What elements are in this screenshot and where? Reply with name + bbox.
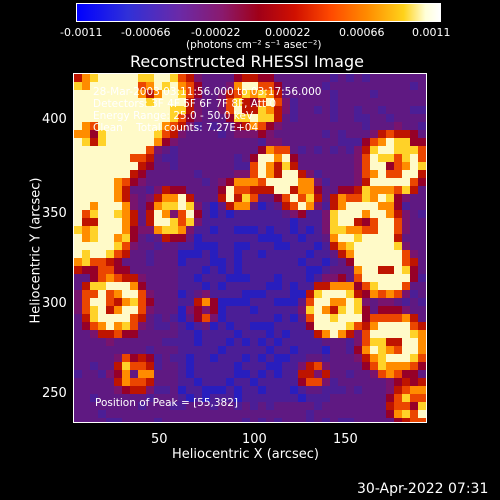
annotation-energy-range: Energy Range: 25.0 - 50.0 keV	[93, 110, 254, 122]
annotation-detectors: Detectors: 3F 4F 5F 6F 7F 8F, Att 0	[93, 98, 277, 110]
annotation-time-range: 28-Mar-2003 03:11:56.000 to 03:17:56.000	[93, 86, 322, 98]
x-tick-label: 150	[333, 432, 358, 447]
rhessi-image-plot	[73, 73, 427, 423]
colorbar	[76, 3, 441, 22]
annotation-peak-position: Position of Peak = [55,382]	[95, 397, 239, 409]
colorbar-tick-label: -0.00022	[191, 26, 241, 39]
colorbar-tick-label: 0.0011	[412, 26, 451, 39]
plot-timestamp: 30-Apr-2022 07:31	[357, 481, 489, 497]
y-axis-title: Heliocentric Y (arcsec)	[28, 177, 44, 324]
x-axis-title: Heliocentric X (arcsec)	[172, 447, 319, 462]
y-tick-label: 250	[42, 386, 67, 401]
annotation-total-counts: Clean Total counts: 7.27E+04	[93, 122, 259, 134]
rhessi-image	[74, 74, 426, 422]
y-tick-label: 350	[42, 206, 67, 221]
x-tick-label: 50	[151, 432, 168, 447]
colorbar-tick-label: -0.0011	[60, 26, 103, 39]
colorbar-tick-label: -0.00066	[121, 26, 171, 39]
colorbar-tick-label: 0.00022	[265, 26, 311, 39]
x-tick-label: 100	[242, 432, 267, 447]
y-tick-label: 400	[42, 112, 67, 127]
image-title: Reconstructed RHESSI Image	[130, 52, 364, 71]
colorbar-unit-label: (photons cm⁻² s⁻¹ asec⁻²)	[186, 39, 322, 51]
y-tick-label: 300	[42, 296, 67, 311]
colorbar-tick-label: 0.00066	[339, 26, 385, 39]
